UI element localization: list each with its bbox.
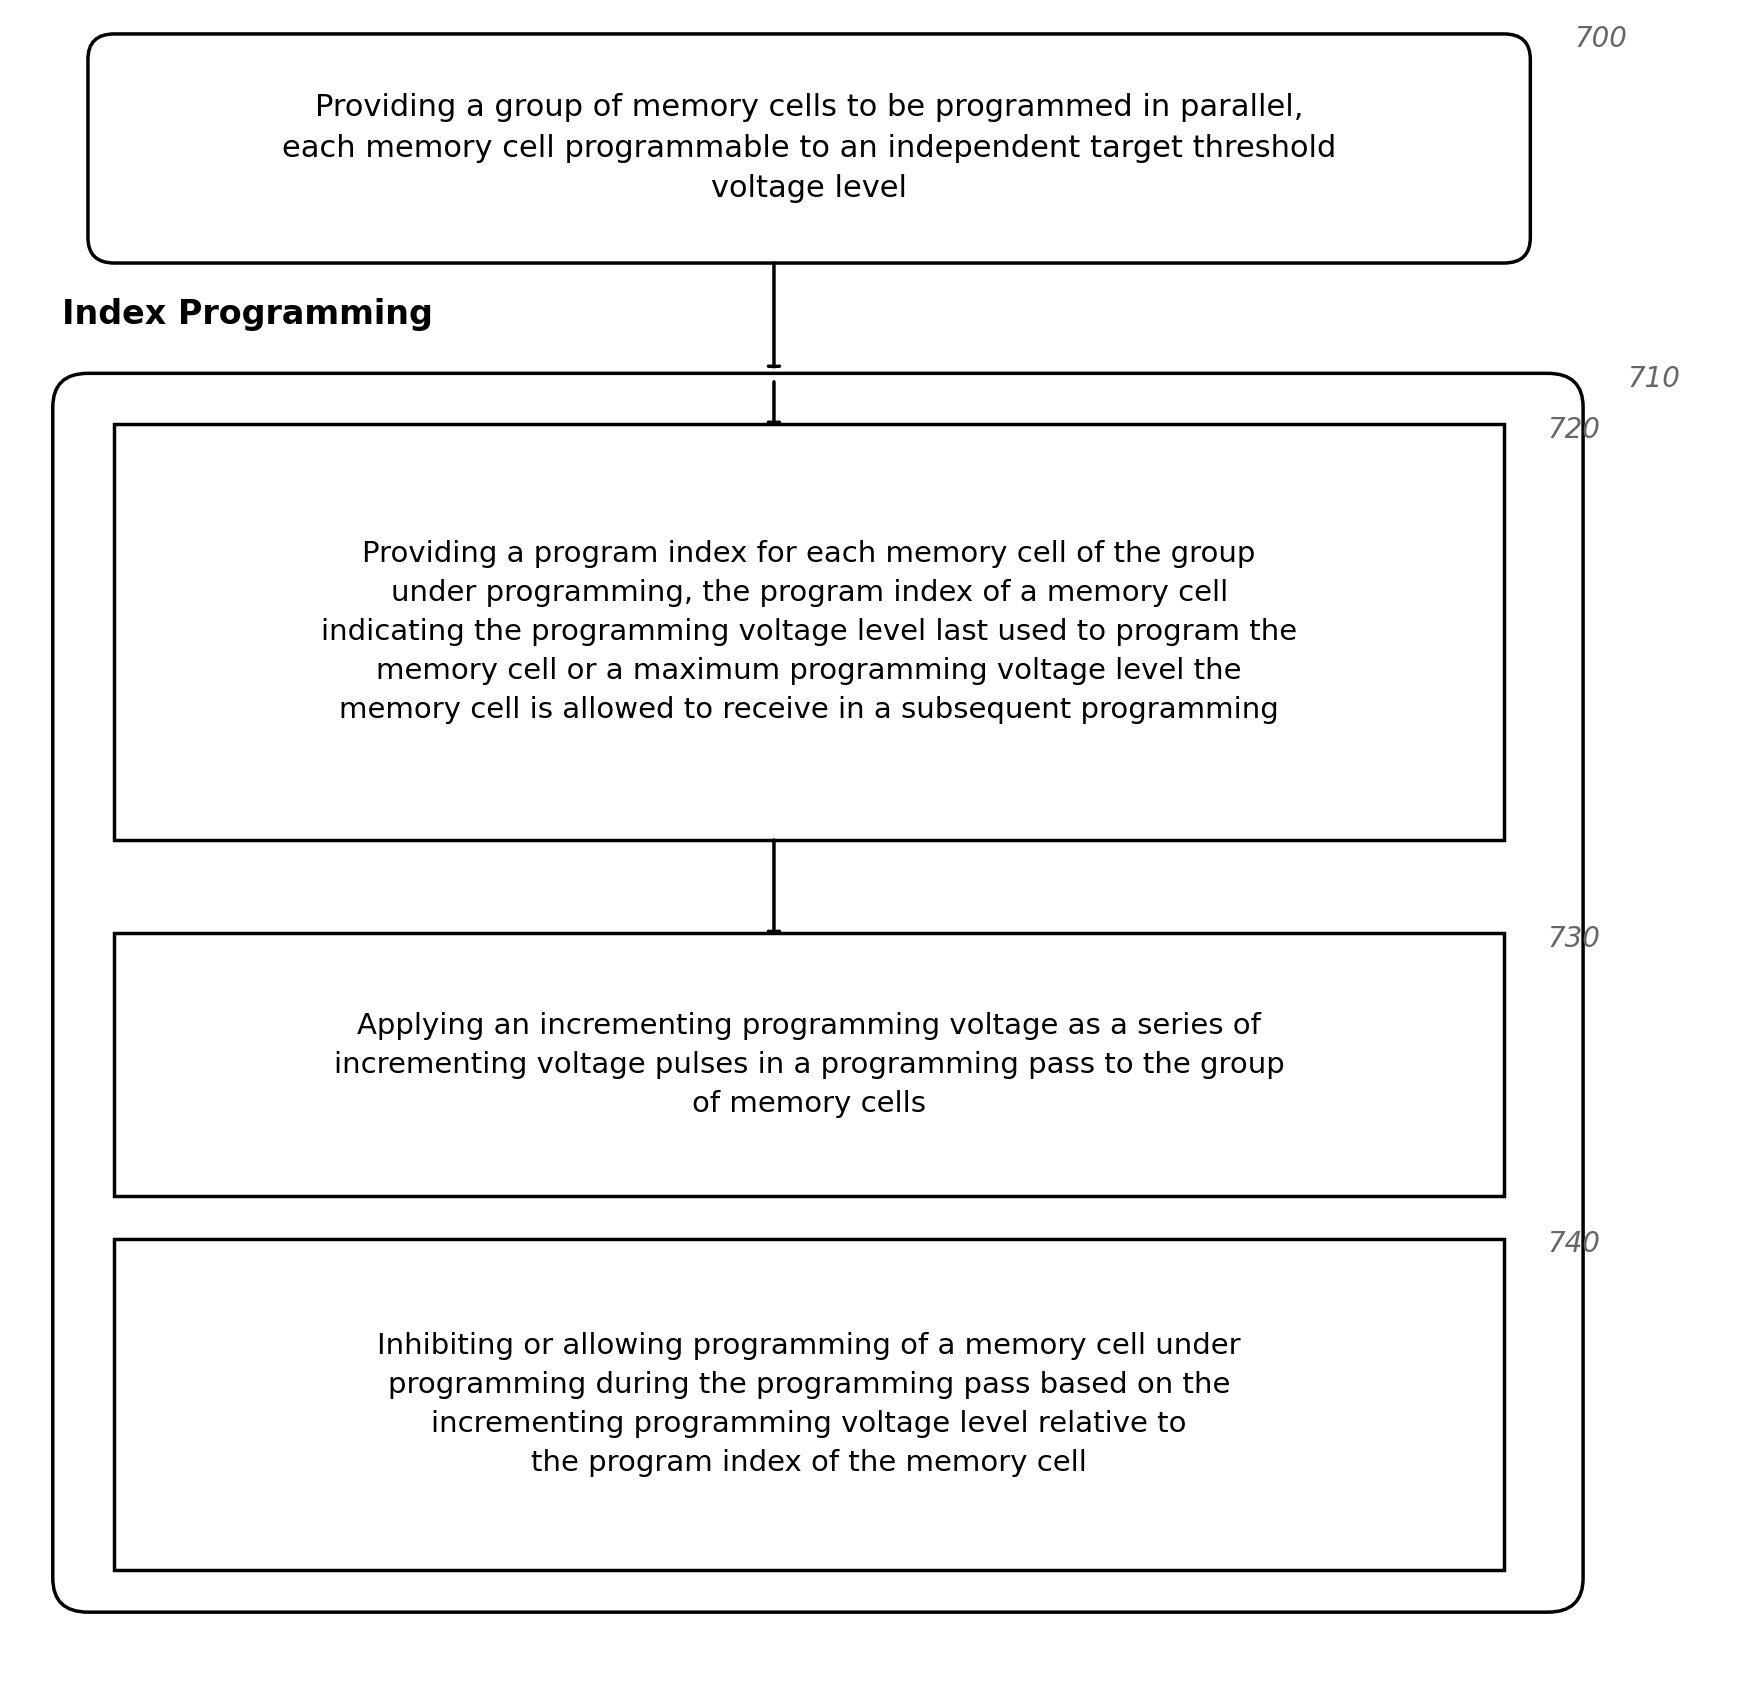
Text: Index Programming: Index Programming [62,299,433,331]
Text: Providing a program index for each memory cell of the group
under programming, t: Providing a program index for each memor… [322,540,1296,725]
Text: Applying an incrementing programming voltage as a series of
incrementing voltage: Applying an incrementing programming vol… [334,1011,1284,1118]
FancyBboxPatch shape [88,34,1530,263]
FancyBboxPatch shape [114,424,1504,840]
Text: 700: 700 [1574,25,1627,53]
Text: 730: 730 [1548,925,1601,952]
Text: Providing a group of memory cells to be programmed in parallel,
each memory cell: Providing a group of memory cells to be … [281,93,1337,204]
FancyBboxPatch shape [53,373,1583,1612]
Text: 740: 740 [1548,1230,1601,1257]
Text: 710: 710 [1627,365,1680,392]
Text: 720: 720 [1548,416,1601,443]
Text: Inhibiting or allowing programming of a memory cell under
programming during the: Inhibiting or allowing programming of a … [378,1332,1240,1476]
FancyBboxPatch shape [114,933,1504,1196]
FancyBboxPatch shape [114,1239,1504,1570]
